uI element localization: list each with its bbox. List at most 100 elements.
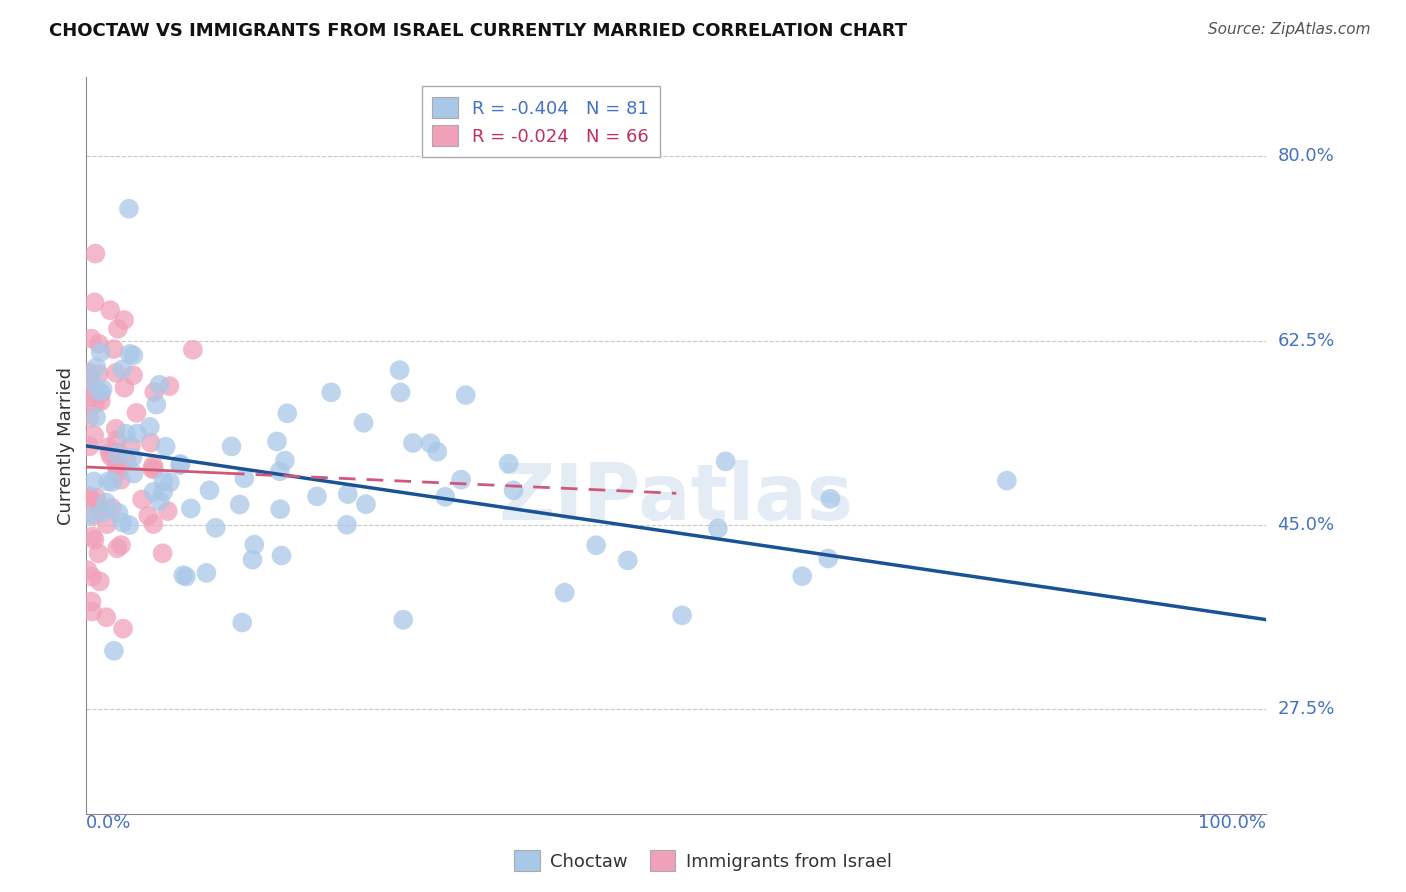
- Point: [671, 608, 693, 623]
- Point: [83, 295, 105, 310]
- Point: [419, 436, 441, 450]
- Point: [269, 464, 291, 478]
- Point: [221, 440, 243, 454]
- Point: [96, 517, 118, 532]
- Point: [266, 434, 288, 449]
- Text: CHOCTAW VS IMMIGRANTS FROM ISRAEL CURRENTLY MARRIED CORRELATION CHART: CHOCTAW VS IMMIGRANTS FROM ISRAEL CURREN…: [49, 22, 907, 40]
- Text: 100.0%: 100.0%: [1198, 814, 1267, 832]
- Text: ZIPatlas: ZIPatlas: [499, 459, 853, 535]
- Point: [91, 382, 114, 396]
- Text: 0.0%: 0.0%: [86, 814, 132, 832]
- Point: [90, 386, 112, 401]
- Point: [354, 497, 377, 511]
- Point: [110, 538, 132, 552]
- Point: [118, 202, 141, 216]
- Point: [122, 467, 145, 481]
- Point: [96, 610, 118, 624]
- Point: [91, 506, 114, 520]
- Point: [104, 422, 127, 436]
- Point: [114, 381, 136, 395]
- Point: [98, 446, 121, 460]
- Point: [86, 360, 108, 375]
- Point: [84, 246, 107, 260]
- Point: [502, 483, 524, 498]
- Point: [122, 368, 145, 383]
- Point: [115, 454, 138, 468]
- Point: [83, 428, 105, 442]
- Point: [107, 465, 129, 479]
- Point: [110, 473, 132, 487]
- Point: [402, 436, 425, 450]
- Point: [392, 613, 415, 627]
- Point: [105, 459, 128, 474]
- Text: 62.5%: 62.5%: [1278, 332, 1334, 350]
- Point: [112, 313, 135, 327]
- Point: [498, 457, 520, 471]
- Point: [148, 377, 170, 392]
- Point: [142, 462, 165, 476]
- Point: [115, 426, 138, 441]
- Point: [714, 454, 737, 468]
- Point: [169, 458, 191, 472]
- Point: [159, 475, 181, 490]
- Point: [80, 332, 103, 346]
- Point: [141, 461, 163, 475]
- Point: [83, 508, 105, 523]
- Point: [87, 337, 110, 351]
- Point: [107, 506, 129, 520]
- Point: [76, 563, 98, 577]
- Point: [97, 440, 120, 454]
- Point: [231, 615, 253, 630]
- Point: [105, 433, 128, 447]
- Point: [107, 445, 129, 459]
- Point: [174, 569, 197, 583]
- Point: [995, 474, 1018, 488]
- Point: [79, 391, 101, 405]
- Point: [76, 371, 98, 385]
- Text: Source: ZipAtlas.com: Source: ZipAtlas.com: [1208, 22, 1371, 37]
- Point: [77, 509, 100, 524]
- Point: [107, 322, 129, 336]
- Point: [87, 546, 110, 560]
- Point: [585, 538, 607, 552]
- Point: [554, 585, 576, 599]
- Point: [83, 475, 105, 489]
- Point: [76, 488, 98, 502]
- Point: [180, 501, 202, 516]
- Point: [103, 342, 125, 356]
- Point: [139, 435, 162, 450]
- Point: [84, 410, 107, 425]
- Point: [145, 398, 167, 412]
- Point: [172, 568, 194, 582]
- Point: [131, 492, 153, 507]
- Text: 80.0%: 80.0%: [1278, 147, 1334, 165]
- Point: [89, 574, 111, 589]
- Point: [169, 457, 191, 471]
- Point: [100, 450, 122, 464]
- Point: [820, 491, 842, 506]
- Point: [118, 347, 141, 361]
- Point: [80, 569, 103, 583]
- Point: [181, 343, 204, 357]
- Text: 45.0%: 45.0%: [1278, 516, 1334, 534]
- Point: [198, 483, 221, 498]
- Point: [274, 453, 297, 467]
- Point: [139, 420, 162, 434]
- Point: [243, 538, 266, 552]
- Point: [84, 397, 107, 411]
- Point: [80, 594, 103, 608]
- Point: [228, 498, 250, 512]
- Point: [269, 502, 291, 516]
- Point: [152, 484, 174, 499]
- Point: [321, 385, 343, 400]
- Point: [336, 487, 359, 501]
- Legend: Choctaw, Immigrants from Israel: Choctaw, Immigrants from Israel: [508, 843, 898, 879]
- Point: [450, 473, 472, 487]
- Point: [121, 450, 143, 465]
- Point: [118, 518, 141, 533]
- Point: [83, 533, 105, 547]
- Point: [79, 491, 101, 505]
- Point: [336, 517, 359, 532]
- Point: [87, 367, 110, 381]
- Point: [87, 498, 110, 512]
